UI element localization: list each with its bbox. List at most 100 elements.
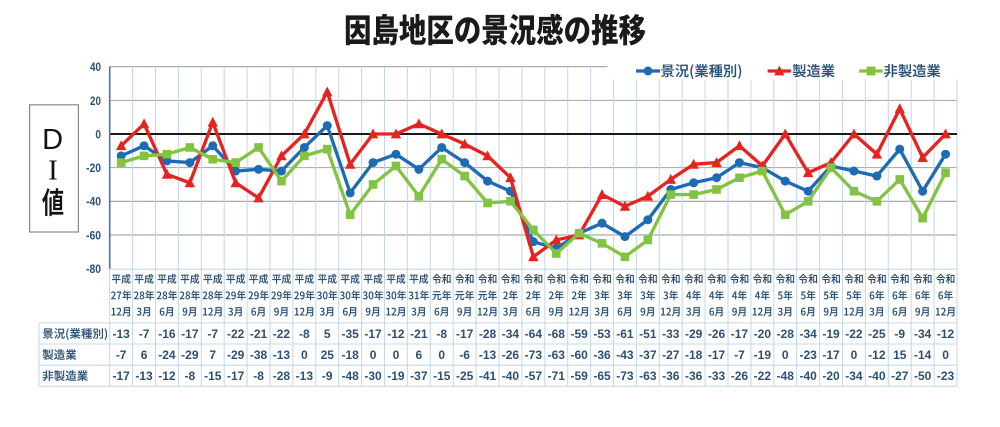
- svg-text:-43: -43: [616, 348, 634, 362]
- svg-text:-61: -61: [616, 327, 634, 341]
- svg-text:-59: -59: [570, 327, 588, 341]
- svg-text:0: 0: [301, 348, 308, 362]
- svg-text:7: 7: [209, 348, 216, 362]
- svg-text:-21: -21: [410, 327, 428, 341]
- svg-text:-60: -60: [570, 348, 588, 362]
- svg-text:-12: -12: [937, 327, 955, 341]
- svg-text:-17: -17: [181, 327, 199, 341]
- svg-text:-80: -80: [86, 262, 101, 276]
- svg-text:-68: -68: [548, 327, 566, 341]
- svg-text:-12: -12: [387, 327, 405, 341]
- svg-text:-13: -13: [273, 348, 291, 362]
- svg-text:-22: -22: [227, 327, 245, 341]
- svg-text:-40: -40: [86, 195, 101, 209]
- svg-text:-27: -27: [662, 348, 680, 362]
- svg-text:-17: -17: [731, 327, 749, 341]
- svg-text:-30: -30: [364, 369, 382, 383]
- svg-text:0: 0: [782, 348, 789, 362]
- svg-text:-38: -38: [250, 348, 268, 362]
- svg-text:-26: -26: [731, 369, 749, 383]
- svg-text:-20: -20: [822, 369, 840, 383]
- svg-text:-8: -8: [253, 369, 264, 383]
- svg-text:-17: -17: [456, 327, 474, 341]
- svg-text:-36: -36: [685, 369, 703, 383]
- svg-text:D: D: [42, 124, 63, 156]
- svg-text:-12: -12: [868, 348, 886, 362]
- svg-text:-73: -73: [525, 348, 543, 362]
- svg-text:-65: -65: [593, 369, 611, 383]
- svg-text:-8: -8: [436, 327, 447, 341]
- svg-text:-18: -18: [685, 348, 703, 362]
- svg-text:-33: -33: [708, 369, 726, 383]
- svg-text:-24: -24: [158, 348, 176, 362]
- svg-text:-17: -17: [708, 348, 726, 362]
- svg-text:-17: -17: [822, 348, 840, 362]
- svg-text:-7: -7: [207, 327, 218, 341]
- svg-text:0: 0: [95, 127, 101, 141]
- svg-text:-9: -9: [322, 369, 333, 383]
- svg-text:-26: -26: [708, 327, 726, 341]
- svg-text:-37: -37: [410, 369, 428, 383]
- svg-text:-36: -36: [662, 369, 680, 383]
- svg-text:-7: -7: [116, 348, 127, 362]
- svg-text:-12: -12: [158, 369, 176, 383]
- svg-text:-40: -40: [502, 369, 520, 383]
- svg-text:15: 15: [893, 348, 907, 362]
- svg-text:-13: -13: [135, 369, 153, 383]
- svg-text:-35: -35: [341, 327, 359, 341]
- svg-text:-19: -19: [754, 348, 772, 362]
- svg-text:-64: -64: [525, 327, 543, 341]
- svg-text:-23: -23: [799, 348, 817, 362]
- svg-text:-34: -34: [799, 327, 817, 341]
- svg-text:-59: -59: [570, 369, 588, 383]
- svg-text:-9: -9: [894, 327, 905, 341]
- svg-text:-7: -7: [139, 327, 150, 341]
- svg-text:-22: -22: [845, 327, 863, 341]
- svg-text:-28: -28: [273, 369, 291, 383]
- svg-text:-50: -50: [914, 369, 932, 383]
- svg-text:-13: -13: [479, 348, 497, 362]
- svg-text:-13: -13: [296, 369, 314, 383]
- svg-text:-40: -40: [868, 369, 886, 383]
- svg-text:0: 0: [851, 348, 858, 362]
- svg-text:-23: -23: [937, 369, 955, 383]
- svg-text:-34: -34: [845, 369, 863, 383]
- svg-text:-7: -7: [734, 348, 745, 362]
- svg-text:-13: -13: [112, 327, 130, 341]
- svg-text:-19: -19: [822, 327, 840, 341]
- svg-text:-48: -48: [777, 369, 795, 383]
- svg-text:-34: -34: [914, 327, 932, 341]
- svg-text:-19: -19: [387, 369, 405, 383]
- svg-text:-15: -15: [433, 369, 451, 383]
- svg-text:-20: -20: [86, 161, 101, 175]
- svg-text:-15: -15: [204, 369, 222, 383]
- svg-text:-17: -17: [112, 369, 130, 383]
- svg-text:-37: -37: [639, 348, 657, 362]
- svg-text:-41: -41: [479, 369, 497, 383]
- svg-text:0: 0: [942, 348, 949, 362]
- svg-text:-28: -28: [479, 327, 497, 341]
- svg-text:6: 6: [141, 348, 148, 362]
- svg-text:-21: -21: [250, 327, 268, 341]
- svg-text:-29: -29: [181, 348, 199, 362]
- svg-text:0: 0: [370, 348, 377, 362]
- svg-text:-14: -14: [914, 348, 932, 362]
- svg-text:-71: -71: [548, 369, 566, 383]
- svg-text:25: 25: [321, 348, 335, 362]
- svg-text:-63: -63: [548, 348, 566, 362]
- svg-text:-20: -20: [754, 327, 772, 341]
- svg-text:-22: -22: [273, 327, 291, 341]
- svg-text:-40: -40: [799, 369, 817, 383]
- svg-text:5: 5: [324, 327, 331, 341]
- svg-text:-33: -33: [662, 327, 680, 341]
- svg-text:-34: -34: [502, 327, 520, 341]
- svg-text:-63: -63: [639, 369, 657, 383]
- svg-text:-27: -27: [891, 369, 909, 383]
- svg-text:-17: -17: [227, 369, 245, 383]
- svg-text:-22: -22: [754, 369, 772, 383]
- svg-text:-60: -60: [86, 228, 101, 242]
- svg-text:-51: -51: [639, 327, 657, 341]
- svg-text:-6: -6: [459, 348, 470, 362]
- svg-text:-29: -29: [685, 327, 703, 341]
- svg-text:-73: -73: [616, 369, 634, 383]
